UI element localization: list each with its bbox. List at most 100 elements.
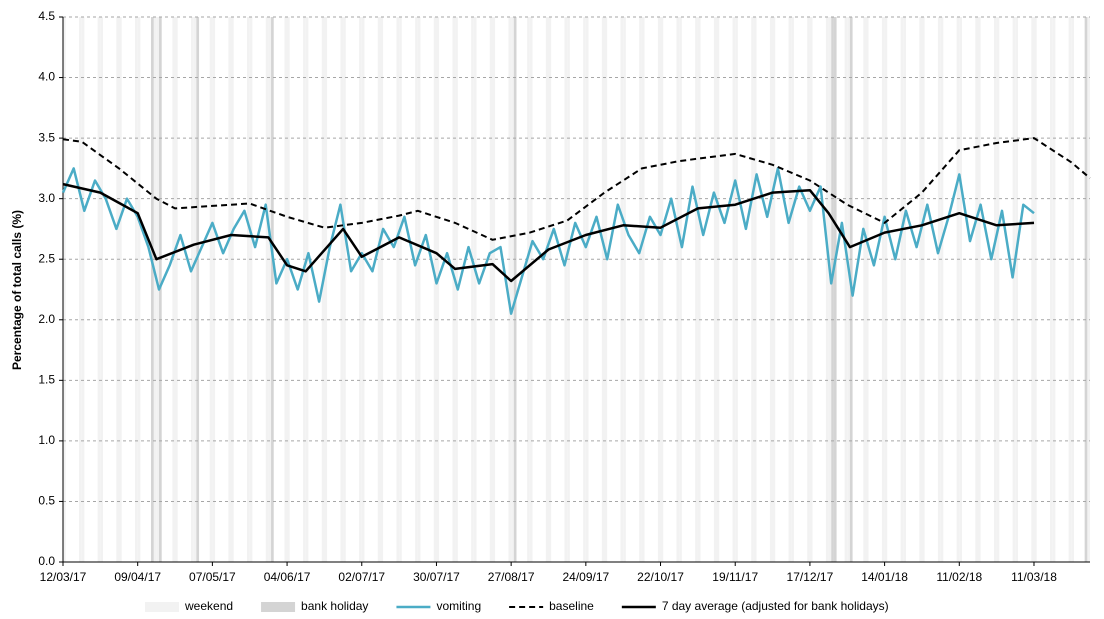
bank-holiday-band (831, 17, 834, 562)
weekend-band (567, 17, 570, 562)
weekend-band (604, 17, 608, 562)
weekend-band (321, 17, 325, 562)
weekend-band (284, 17, 288, 562)
weekend-band (303, 17, 306, 562)
weekend-band (455, 17, 458, 562)
weekend-band (847, 17, 850, 562)
weekend-band (791, 17, 794, 562)
weekend-band (81, 17, 85, 562)
series-line (62, 137, 1091, 241)
weekend-band (137, 17, 141, 562)
weekend-band (772, 17, 776, 562)
weekend-band (247, 17, 250, 562)
weekend-band (249, 17, 253, 562)
y-tick-label: 4.0 (38, 70, 55, 84)
weekend-band (1087, 17, 1090, 562)
weekend-band (959, 17, 962, 562)
weekend-band (809, 17, 813, 562)
y-tick-label: 1.0 (38, 433, 55, 447)
y-tick-label: 3.0 (38, 191, 55, 205)
y-tick-label: 0.0 (38, 554, 55, 568)
legend-swatch (145, 602, 179, 612)
x-tick-label: 11/03/18 (1011, 570, 1057, 584)
bank-holiday-band (271, 17, 274, 562)
weekend-band (380, 17, 384, 562)
x-tick-label: 14/01/18 (861, 570, 908, 584)
weekend-band (844, 17, 848, 562)
weekend-band (359, 17, 362, 562)
weekend-band (620, 17, 624, 562)
weekend-band (305, 17, 309, 562)
weekend-band (881, 17, 885, 562)
weekend-band (324, 17, 328, 562)
weekend-band (79, 17, 82, 562)
weekend-band (828, 17, 832, 562)
weekend-band (639, 17, 642, 562)
x-tick-label: 07/05/17 (189, 570, 236, 584)
weekend-band (228, 17, 232, 562)
series-line (62, 182, 1035, 283)
weekend-band (900, 17, 904, 562)
weekend-band (865, 17, 869, 562)
weekend-band (753, 17, 757, 562)
weekend-band (415, 17, 418, 562)
weekend-band (377, 17, 381, 562)
weekend-band (119, 17, 122, 562)
weekend-band (1012, 17, 1016, 562)
weekend-band (156, 17, 160, 562)
x-tick-label: 12/03/17 (40, 570, 87, 584)
weekend-band (695, 17, 698, 562)
weekend-band (396, 17, 400, 562)
x-tick-label: 30/07/17 (413, 570, 460, 584)
weekend-band (343, 17, 346, 562)
weekend-band (399, 17, 402, 562)
weekend-band (548, 17, 552, 562)
weekend-band (975, 17, 978, 562)
weekend-band (529, 17, 533, 562)
legend-label: 7 day average (adjusted for bank holiday… (662, 599, 889, 613)
weekend-band (1033, 17, 1037, 562)
weekend-band (807, 17, 810, 562)
weekend-band (135, 17, 138, 562)
weekend-band (623, 17, 626, 562)
weekend-band (884, 17, 888, 562)
weekend-band (473, 17, 477, 562)
weekend-band (417, 17, 421, 562)
x-tick-label: 09/04/17 (114, 570, 161, 584)
x-tick-label: 27/08/17 (488, 570, 535, 584)
y-tick-label: 3.5 (38, 130, 55, 144)
x-tick-label: 02/07/17 (338, 570, 385, 584)
weekend-band (489, 17, 493, 562)
weekend-band (940, 17, 944, 562)
weekend-band (993, 17, 997, 562)
weekend-band (1071, 17, 1074, 562)
x-tick-label: 11/02/18 (936, 570, 982, 584)
x-tick-label: 17/12/17 (787, 570, 834, 584)
weekend-band (564, 17, 568, 562)
weekend-band (436, 17, 440, 562)
weekend-band (919, 17, 922, 562)
weekend-band (769, 17, 773, 562)
weekend-band (265, 17, 269, 562)
bank-holiday-band (833, 17, 837, 562)
weekend-band (527, 17, 530, 562)
weekend-band (1068, 17, 1072, 562)
weekend-band (433, 17, 437, 562)
weekend-band (172, 17, 176, 562)
weekend-band (1052, 17, 1056, 562)
weekend-band (657, 17, 661, 562)
weekend-band (716, 17, 720, 562)
x-tick-label: 04/06/17 (264, 570, 311, 584)
weekend-band (660, 17, 664, 562)
weekend-band (545, 17, 549, 562)
weekend-band (697, 17, 701, 562)
weekend-band (732, 17, 736, 562)
bank-holiday-band (513, 17, 517, 562)
weekend-band (175, 17, 178, 562)
weekend-band (788, 17, 792, 562)
weekend-band (1031, 17, 1034, 562)
legend-label: weekend (184, 599, 233, 613)
weekend-band (231, 17, 234, 562)
